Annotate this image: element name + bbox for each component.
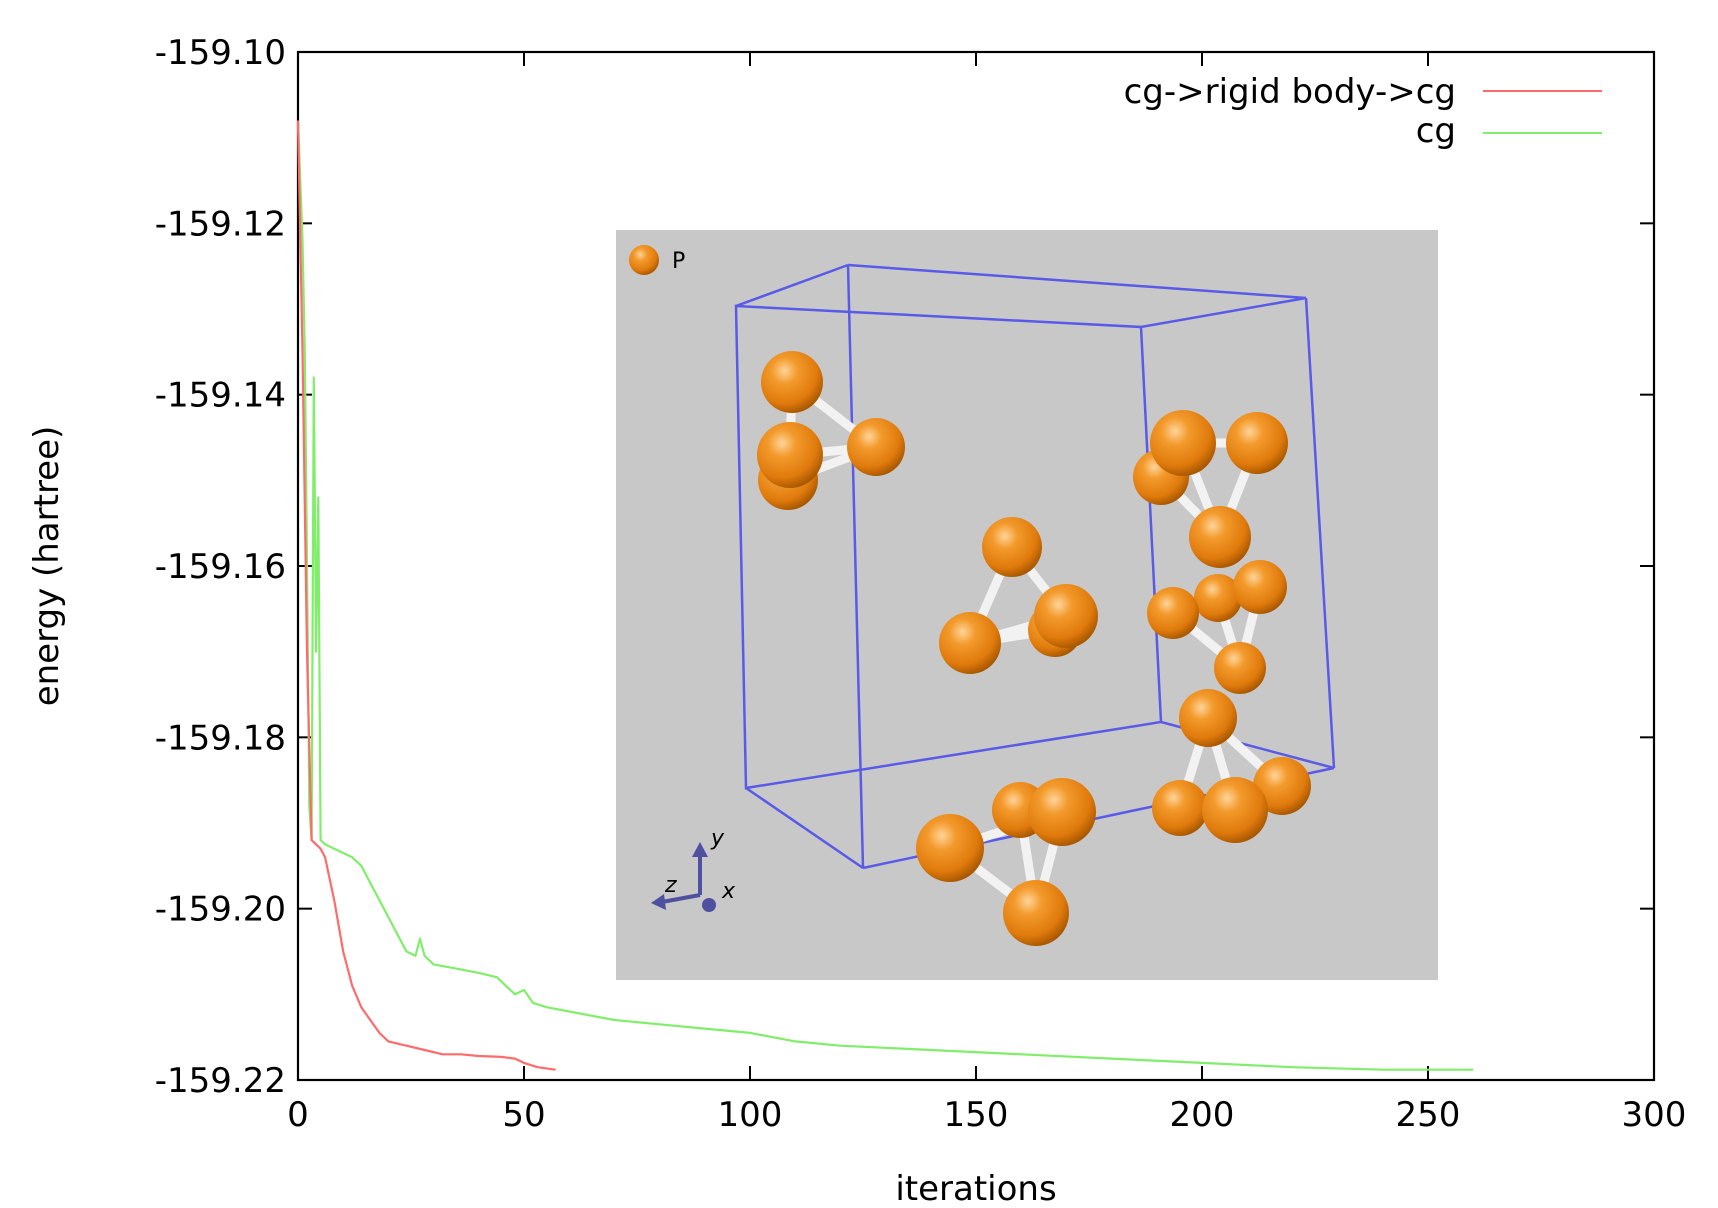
phosphorus-atom bbox=[757, 422, 823, 488]
series-line-2 bbox=[296, 120, 1474, 1071]
phosphorus-atom bbox=[1226, 412, 1288, 474]
y-tick-label: -159.18 bbox=[155, 718, 286, 758]
series-layer bbox=[296, 120, 1474, 1071]
phosphorus-atom bbox=[847, 418, 905, 476]
y-tick-label: -159.14 bbox=[155, 376, 286, 416]
y-tick-label: -159.16 bbox=[155, 547, 286, 587]
phosphorus-atom bbox=[1194, 574, 1242, 622]
x-tick-label: 200 bbox=[1170, 1095, 1235, 1135]
legend-label-series-1: cg->rigid body->cg bbox=[1124, 72, 1456, 112]
orientation-label-y: y bbox=[710, 826, 725, 851]
inset-legend-atom-icon bbox=[629, 245, 659, 275]
inset-legend: P bbox=[629, 245, 685, 275]
orientation-arrow-y bbox=[692, 842, 708, 857]
phosphorus-atom bbox=[982, 517, 1042, 577]
phosphorus-atom bbox=[1152, 780, 1208, 836]
phosphorus-atom bbox=[1003, 880, 1069, 946]
x-axis: 0 50 100 150 200 250 300 bbox=[287, 52, 1686, 1135]
orientation-label-z: z bbox=[664, 873, 677, 898]
inset-legend-label: P bbox=[672, 249, 685, 274]
y-tick-label: -159.10 bbox=[155, 33, 286, 73]
phosphorus-atom bbox=[1233, 560, 1287, 614]
phosphorus-atom bbox=[1150, 410, 1216, 476]
phosphorus-atom bbox=[761, 351, 823, 413]
unit-cell-edge bbox=[735, 263, 849, 308]
phosphorus-atom bbox=[1028, 778, 1096, 846]
y-tick-label: -159.20 bbox=[155, 890, 286, 930]
y-tick-label: -159.12 bbox=[155, 204, 286, 244]
orientation-axes: y z x bbox=[651, 826, 736, 912]
x-axis-label: iterations bbox=[895, 1169, 1056, 1203]
x-tick-label: 250 bbox=[1396, 1095, 1461, 1135]
unit-cell-edge bbox=[1140, 296, 1307, 329]
phosphorus-atom bbox=[1214, 642, 1266, 694]
legend-label-series-2: cg bbox=[1416, 111, 1456, 151]
unit-cell-edge bbox=[846, 264, 865, 869]
phosphorus-atom bbox=[1189, 506, 1251, 568]
phosphorus-atom bbox=[916, 814, 984, 882]
unit-cell-edge bbox=[1304, 297, 1336, 769]
phosphorus-atom bbox=[1253, 757, 1311, 815]
orientation-axis-x bbox=[702, 898, 716, 912]
orientation-label-x: x bbox=[721, 879, 736, 904]
phosphorus-atom bbox=[1147, 587, 1199, 639]
y-tick-label: -159.22 bbox=[155, 1061, 286, 1101]
x-tick-label: 50 bbox=[502, 1095, 545, 1135]
orientation-arrow-z bbox=[651, 894, 666, 910]
unit-cell-edge bbox=[847, 263, 1307, 300]
phosphorus-atom bbox=[1034, 584, 1098, 648]
x-tick-label: 0 bbox=[287, 1095, 309, 1135]
x-tick-label: 150 bbox=[944, 1095, 1009, 1135]
series-line-1 bbox=[296, 120, 556, 1071]
y-axis: -159.10 -159.12 -159.14 -159.16 -159.18 -159.… bbox=[155, 33, 1654, 1101]
y-axis-label: energy (hartree) bbox=[27, 426, 67, 707]
unit-cell-edge bbox=[745, 786, 864, 870]
atoms bbox=[757, 351, 1311, 946]
phosphorus-atom bbox=[939, 612, 1001, 674]
phosphorus-atom bbox=[1179, 689, 1237, 747]
orientation-axis-z bbox=[661, 893, 701, 904]
legend: cg->rigid body->cg cg bbox=[1124, 72, 1602, 151]
phosphorus-atom bbox=[1202, 777, 1268, 843]
x-tick-label: 100 bbox=[718, 1095, 783, 1135]
x-tick-label: 300 bbox=[1622, 1095, 1687, 1135]
inset-structure: P bbox=[616, 230, 1438, 980]
